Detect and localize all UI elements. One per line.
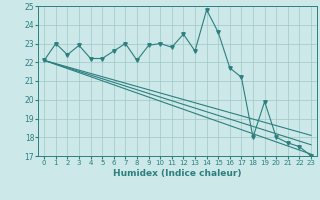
X-axis label: Humidex (Indice chaleur): Humidex (Indice chaleur) bbox=[113, 169, 242, 178]
